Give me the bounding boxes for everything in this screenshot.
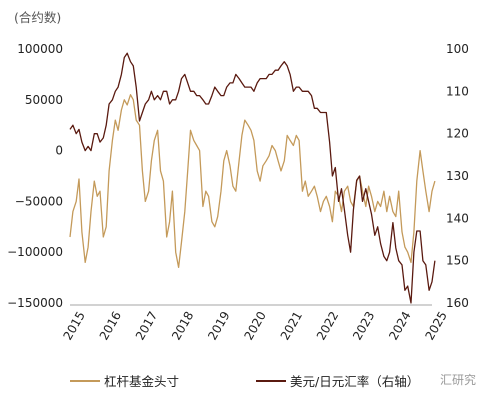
x-tick-label: 2019 <box>205 309 232 342</box>
watermark: 汇研究 <box>440 372 476 387</box>
right-tick-label: 120 <box>446 127 469 141</box>
x-tick-label: 2022 <box>314 309 341 342</box>
left-tick-label: −150000 <box>7 296 63 310</box>
right-tick-label: 150 <box>446 254 469 268</box>
left-axis: 100000 50000 0 −50000 −100000 −150000 <box>7 42 63 310</box>
legend-label-usdjpy: 美元/日元汇率（右轴） <box>290 374 419 389</box>
left-tick-label: 0 <box>55 144 63 158</box>
left-tick-label: 100000 <box>17 42 63 56</box>
left-tick-label: −50000 <box>15 194 63 208</box>
x-tick-label: 2018 <box>169 309 196 342</box>
x-tick-label: 2020 <box>241 309 268 342</box>
legend: 杠杆基金头寸 美元/日元汇率（右轴） <box>70 374 419 389</box>
legend-label-position: 杠杆基金头寸 <box>104 374 179 389</box>
left-tick-label: 50000 <box>25 93 63 107</box>
x-axis: 2015 2016 2017 2018 2019 2020 2021 2022 2023 2024… <box>60 309 449 342</box>
left-tick-label: −100000 <box>7 245 63 259</box>
x-tick-label: 2017 <box>133 309 160 342</box>
x-tick-label: 2025 <box>422 309 449 342</box>
x-tick-label: 2021 <box>278 309 305 342</box>
series-line-usdjpy <box>69 52 436 304</box>
right-tick-label: 100 <box>446 42 469 56</box>
right-tick-label: 160 <box>446 296 469 310</box>
right-axis: 100 110 120 130 140 150 160 <box>446 42 469 310</box>
unit-label: (合约数) <box>14 10 61 25</box>
x-tick-label: 2023 <box>350 309 377 342</box>
x-tick-label: 2024 <box>386 309 413 342</box>
series-layer <box>69 52 436 304</box>
right-tick-label: 140 <box>446 211 469 225</box>
right-tick-label: 130 <box>446 169 469 183</box>
series-line-position <box>69 94 436 269</box>
x-tick-label: 2016 <box>97 309 124 342</box>
x-tick-label: 2015 <box>60 309 87 342</box>
right-tick-label: 110 <box>446 84 469 98</box>
